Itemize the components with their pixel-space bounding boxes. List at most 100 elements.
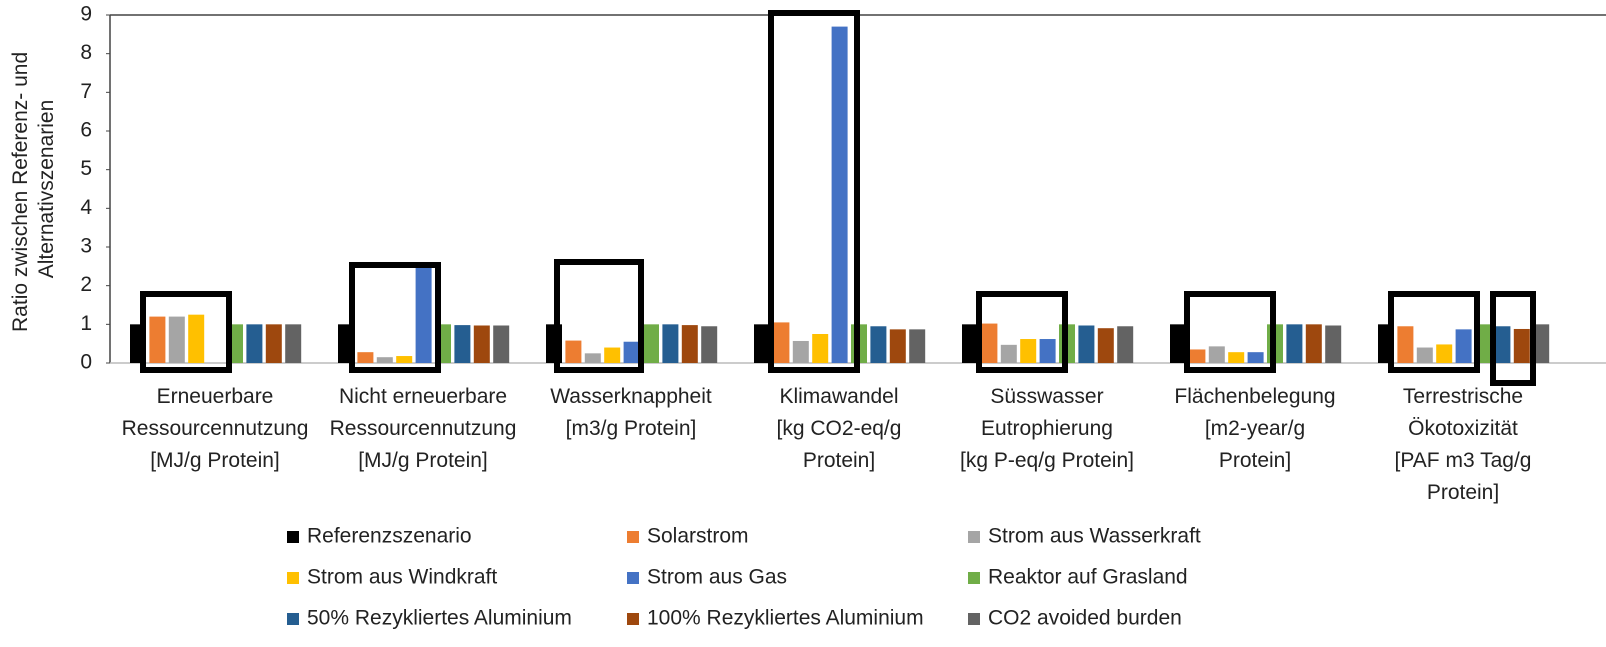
x-tick-label: Wasserknappheit [m3/g Protein] — [550, 385, 712, 440]
y-axis-label-line: Alternativszenarien — [35, 100, 58, 279]
legend-swatch — [287, 572, 299, 584]
legend-label: Referenzszenario — [307, 525, 472, 548]
bar — [1208, 346, 1225, 363]
bar — [662, 324, 679, 363]
y-tick-label: 5 — [80, 157, 92, 180]
bar — [357, 352, 374, 363]
bar — [1416, 347, 1433, 363]
bar — [1247, 352, 1264, 363]
x-tick-label: Erneuerbare Ressourcennutzung [MJ/g Protei… — [122, 385, 309, 472]
bar — [1020, 339, 1037, 363]
x-tick-label-line: Protein] — [1219, 449, 1291, 472]
highlight-box — [976, 291, 1068, 373]
bar — [1305, 324, 1322, 363]
legend-swatch — [627, 613, 639, 625]
x-tick-label-line: Ökotoxizität — [1408, 417, 1518, 440]
legend-label: 100% Rezykliertes Aluminium — [647, 607, 924, 630]
bar — [473, 325, 490, 363]
x-tick-label-line: Erneuerbare — [157, 385, 274, 408]
legend-label: Solarstrom — [647, 525, 749, 548]
legend-label: Strom aus Windkraft — [307, 566, 497, 589]
y-tick-label: 1 — [80, 312, 92, 335]
bar — [1397, 326, 1414, 363]
bar — [1325, 325, 1342, 363]
highlight-box — [140, 291, 232, 373]
bar — [1286, 324, 1303, 363]
legend-swatch — [968, 572, 980, 584]
bar — [565, 340, 582, 363]
x-tick-label: Nicht erneuerbare Ressourcennutzung [MJ/g … — [330, 385, 517, 472]
x-tick-label: Klimawandel [kg CO2-eq/g Protein] — [777, 385, 902, 472]
highlight-box — [1388, 291, 1480, 373]
y-tick-label: 6 — [80, 119, 92, 142]
legend-swatch — [968, 531, 980, 543]
bar — [1189, 349, 1206, 363]
legend-label: Strom aus Wasserkraft — [988, 525, 1201, 548]
bar — [623, 341, 640, 363]
bar — [1170, 324, 1186, 363]
highlight-box — [1184, 291, 1276, 373]
y-tick-label: 3 — [80, 235, 92, 258]
x-tick-label-line: Klimawandel — [779, 385, 898, 408]
bar — [1097, 328, 1114, 363]
legend-label: Reaktor auf Grasland — [988, 566, 1188, 589]
bar — [1078, 325, 1095, 363]
y-tick-label: 9 — [80, 3, 92, 26]
highlight-box — [554, 259, 644, 373]
bar — [889, 329, 906, 363]
x-tick-label-line: [m2-year/g — [1205, 417, 1305, 440]
x-tick-label-line: [PAF m3 Tag/g — [1395, 449, 1532, 472]
legend-swatch — [287, 613, 299, 625]
highlights — [140, 10, 1536, 386]
x-tick-label-line: Nicht erneuerbare — [339, 385, 507, 408]
x-tick-label: Flächenbelegung [m2-year/g Protein] — [1174, 385, 1335, 472]
bar — [981, 323, 998, 363]
bar — [285, 324, 302, 363]
x-tick-label-line: Protein] — [1427, 481, 1499, 504]
bar — [1533, 324, 1550, 363]
bar — [493, 325, 510, 363]
x-tick-label-line: Süsswasser — [990, 385, 1103, 408]
legend-label: 50% Rezykliertes Aluminium — [307, 607, 572, 630]
bar — [792, 340, 809, 363]
x-tick-label-line: [MJ/g Protein] — [358, 449, 488, 472]
bar — [168, 316, 185, 363]
x-tick-label-line: Wasserknappheit — [550, 385, 712, 408]
bars — [130, 26, 1550, 363]
bar — [246, 324, 263, 363]
x-tick-label: Terrestrische Ökotoxizität [PAF m3 Tag/g Pr… — [1395, 385, 1532, 504]
legend-swatch — [968, 613, 980, 625]
y-tick-label: 2 — [80, 273, 92, 296]
bar — [962, 324, 978, 363]
highlight-box — [768, 10, 860, 373]
x-tick-label: Süsswasser Eutrophierung [kg P-eq/g Protei… — [960, 385, 1134, 472]
bar — [643, 324, 659, 363]
bar — [681, 325, 698, 363]
legend-swatch — [627, 531, 639, 543]
bar — [701, 326, 718, 363]
highlight-box — [349, 262, 441, 373]
bar — [149, 316, 166, 363]
bar — [1436, 344, 1453, 363]
x-tick-label-line: [m3/g Protein] — [566, 417, 697, 440]
x-tick-label-line: [kg CO2-eq/g — [777, 417, 902, 440]
bar — [812, 334, 829, 363]
bar — [454, 325, 471, 363]
bar — [376, 357, 393, 363]
x-tick-label-line: [MJ/g Protein] — [150, 449, 280, 472]
y-tick-label: 0 — [80, 351, 92, 374]
bar — [909, 329, 926, 363]
y-axis-label: Ratio zwischen Referenz- und Alternativs… — [9, 46, 58, 332]
legend-swatch — [627, 572, 639, 584]
x-tick-label-line: Protein] — [803, 449, 875, 472]
bar — [1513, 328, 1530, 363]
bar — [1000, 344, 1017, 363]
bar — [1228, 352, 1245, 363]
highlight-box — [1490, 291, 1536, 386]
x-tick-label-line: Flächenbelegung — [1174, 385, 1335, 408]
legend-swatch — [287, 531, 299, 543]
x-tick-label-line: Ressourcennutzung — [122, 417, 309, 440]
bar — [1455, 329, 1472, 363]
legend-label: Strom aus Gas — [647, 566, 787, 589]
